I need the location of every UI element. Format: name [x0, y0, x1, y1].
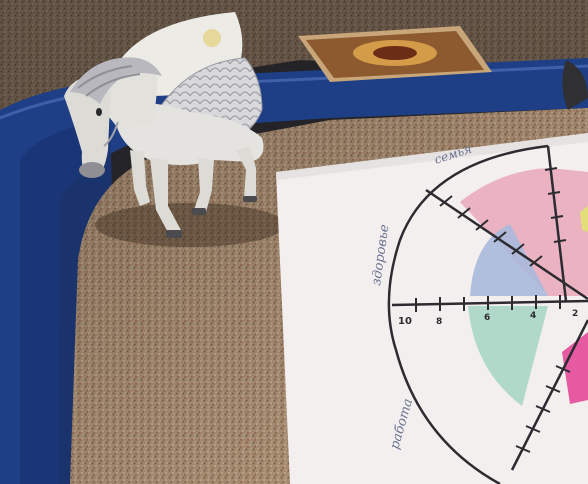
- sector-blue: [470, 224, 548, 296]
- horse-mane: [70, 57, 162, 104]
- horse-legs: [130, 146, 256, 236]
- dark-figurine-corner: [562, 60, 588, 110]
- axis-vertical-top: [546, 145, 568, 302]
- tick-label-8: 8: [436, 317, 442, 327]
- axis-down-left: [510, 319, 588, 471]
- sector-pink: [460, 168, 588, 296]
- axis-up-left: [425, 188, 588, 301]
- wheel-outer-arc: [387, 144, 549, 484]
- horse-shadow: [95, 203, 285, 247]
- sector-yellow: [580, 206, 588, 232]
- winged-horse-figurine: [64, 12, 264, 238]
- tick-label-2: 2: [572, 309, 578, 319]
- paper-wheel-chart: 10 8 6 4 2 семья здоровье работа: [276, 133, 588, 484]
- tick-label-10: 10: [398, 316, 412, 327]
- tick-label-4: 4: [530, 311, 536, 321]
- tick-label-6: 6: [484, 313, 490, 323]
- sector-magenta: [562, 332, 588, 404]
- axis-horizontal: [391, 299, 588, 307]
- card-figure: [298, 26, 492, 82]
- sector-green: [468, 306, 548, 406]
